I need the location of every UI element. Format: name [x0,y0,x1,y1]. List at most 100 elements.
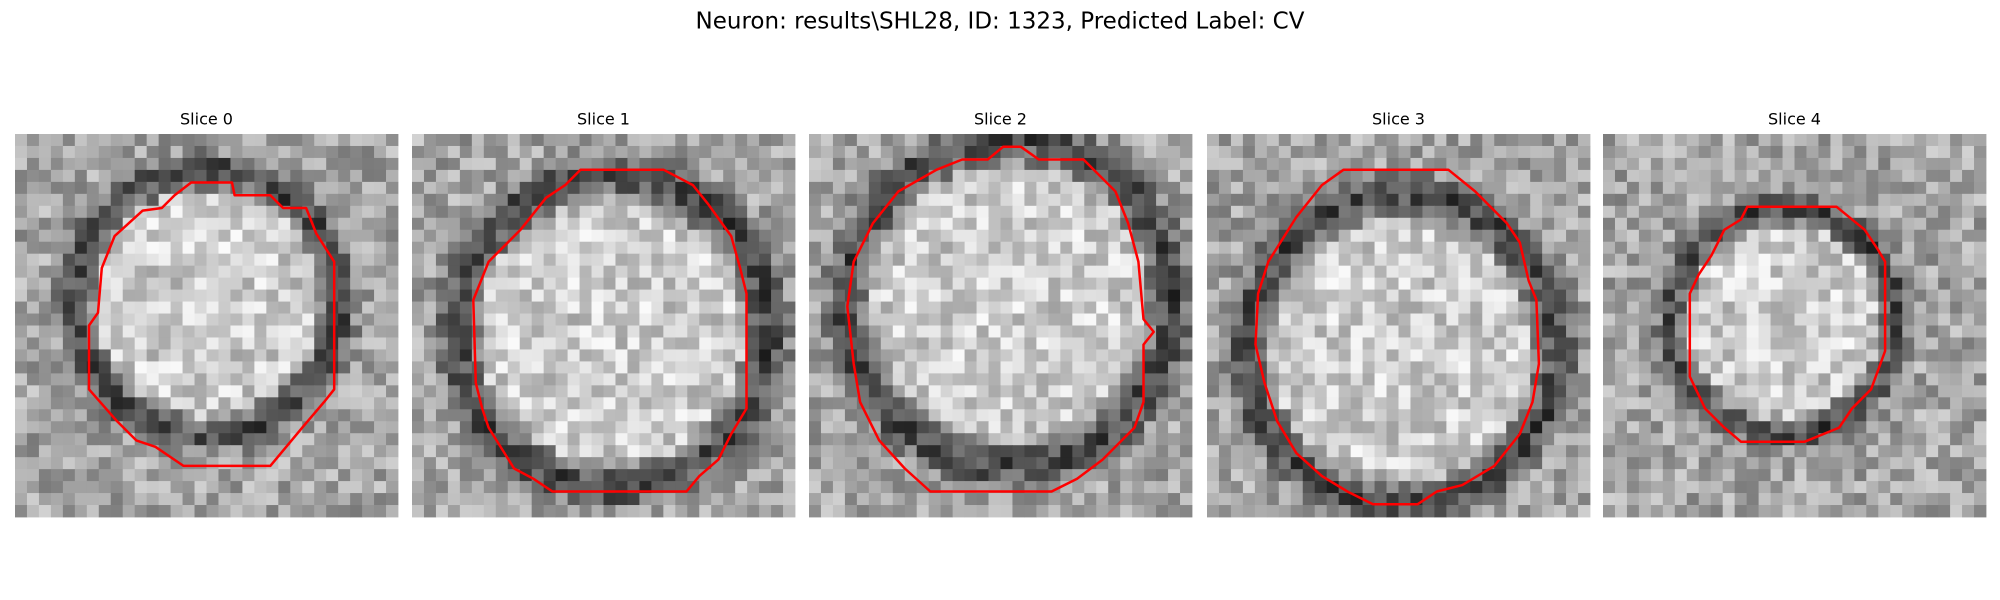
pixel [687,301,700,314]
pixel [471,301,485,314]
pixel [1446,349,1459,362]
pixel [302,277,315,290]
pixel [1156,361,1169,374]
pixel [374,193,387,207]
pixel [1722,433,1736,446]
pixel [1230,289,1244,302]
pixel [170,409,183,422]
pixel [1614,277,1628,290]
pixel [362,493,375,506]
pixel [447,181,461,195]
pixel [98,505,112,518]
pixel [158,505,171,518]
pixel [1266,457,1280,470]
pixel [1662,397,1676,410]
pixel [723,481,736,494]
pixel [519,481,533,494]
pixel [1024,205,1037,219]
pixel [1350,205,1363,219]
pixel [1036,217,1049,231]
pixel [170,421,183,434]
pixel [1207,169,1220,183]
pixel [50,457,64,470]
pixel [507,325,521,338]
pixel [423,445,437,458]
pixel [1132,145,1145,159]
pixel [302,397,315,410]
pixel [110,361,124,374]
pixel [1362,205,1375,219]
pixel [1422,181,1435,195]
pixel [1242,505,1256,518]
pixel [1470,457,1483,470]
pixel [1734,421,1748,434]
pixel [1168,265,1181,279]
pixel [820,241,834,255]
pixel [1830,385,1843,398]
pixel [1650,313,1664,326]
pixel [290,373,303,386]
pixel [675,253,688,267]
pixel [711,253,724,267]
pixel [711,493,724,506]
pixel [1218,265,1232,279]
pixel [1302,229,1316,243]
pixel [1458,421,1471,434]
pixel [1458,505,1471,518]
pixel [146,421,160,434]
pixel [820,265,834,279]
pixel [519,337,533,350]
pixel [1938,349,1951,362]
pixel [1060,409,1073,422]
pixel [1156,134,1169,147]
pixel [844,481,858,494]
pixel [206,134,219,147]
pixel [952,229,965,243]
pixel [1422,253,1435,267]
pixel [1156,493,1169,506]
pixel [1818,229,1831,243]
pixel [459,337,473,350]
pixel [627,505,640,518]
pixel [1470,505,1483,518]
pixel [1842,337,1855,350]
pixel [254,397,267,410]
pixel [1266,481,1280,494]
pixel [158,433,171,446]
pixel [218,433,231,446]
pixel [1806,349,1819,362]
pixel [952,421,965,434]
pixel [663,193,676,207]
pixel [880,505,894,518]
pixel [278,301,291,314]
pixel [1254,217,1268,231]
pixel [1362,409,1375,422]
pixel [928,385,942,398]
pixel [1746,145,1759,159]
pixel [1108,134,1121,147]
pixel [495,229,509,243]
pixel [1914,289,1927,302]
pixel [447,433,461,446]
pixel [1770,193,1783,207]
pixel [615,445,628,458]
pixel [1902,265,1915,279]
pixel [928,205,942,219]
pixel [1096,313,1109,326]
pixel [50,433,64,446]
pixel [1180,253,1193,267]
pixel [218,241,231,255]
pixel [1674,253,1688,267]
pixel [435,277,449,290]
pixel [988,313,1001,326]
pixel [1362,253,1375,267]
pixel [1108,145,1121,159]
pixel [988,217,1001,231]
pixel [1782,169,1795,183]
pixel [820,409,834,422]
pixel [1168,397,1181,410]
pixel [1578,349,1591,362]
pixel [1470,301,1483,314]
pixel [1782,301,1795,314]
pixel [1266,433,1280,446]
